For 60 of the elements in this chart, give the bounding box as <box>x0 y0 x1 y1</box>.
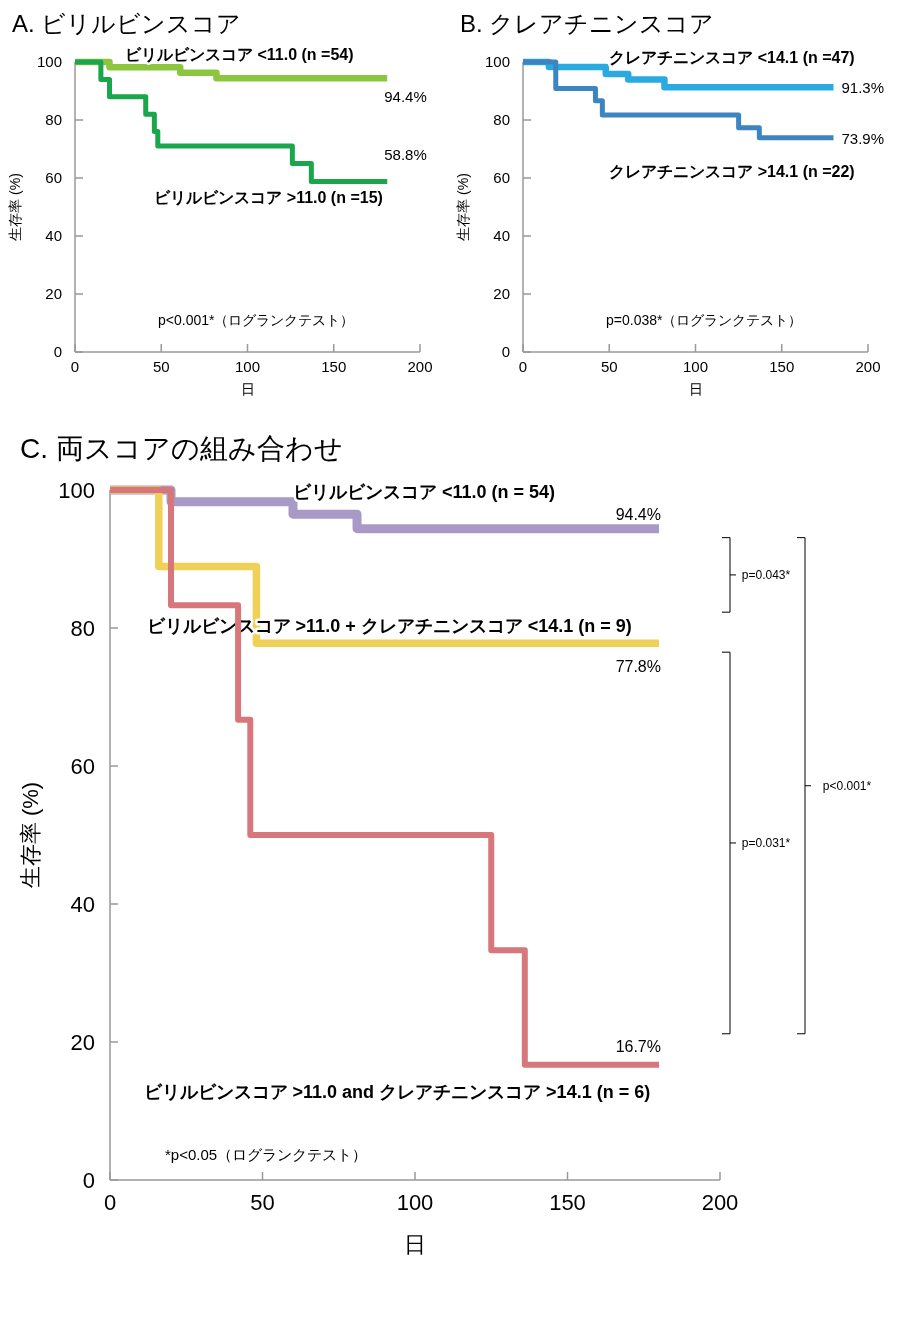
x-tick-label: 50 <box>600 358 618 375</box>
chart-title: B. クレアチニンスコア <box>460 10 715 37</box>
y-tick-label: 80 <box>45 111 62 129</box>
y-tick-label: 60 <box>70 753 95 779</box>
series-label: クレアチニンスコア <14.1 (n =47) <box>609 49 855 67</box>
x-tick-label: 200 <box>855 358 881 375</box>
y-axis-title: 生存率 (%) <box>455 173 471 241</box>
y-tick-label: 20 <box>493 285 510 303</box>
y-tick-label: 60 <box>493 169 510 187</box>
y-tick-label: 0 <box>501 343 510 361</box>
annotation: p=0.038*（ログランクテスト） <box>606 312 803 328</box>
x-tick-label: 150 <box>769 358 795 375</box>
text: クレアチニンスコア >14.1 (n =22) <box>609 162 855 180</box>
data-label: 77.8% <box>615 658 661 676</box>
series-label: ビリルビンスコア <11.0 (n = 54) <box>293 481 556 502</box>
data-label: 58.8% <box>384 146 427 164</box>
y-tick-label: 100 <box>484 53 510 71</box>
x-tick-label: 200 <box>407 358 433 375</box>
y-tick-label: 80 <box>70 615 95 641</box>
x-tick-label: 150 <box>321 358 347 375</box>
y-tick-label: 100 <box>58 477 95 503</box>
x-tick-label: 0 <box>103 1190 117 1215</box>
x-axis-title: 日 <box>240 381 255 397</box>
y-tick-label: 40 <box>70 891 95 917</box>
chart-title: A. ビリルビンスコア <box>12 10 242 37</box>
data-label: 73.9% <box>841 129 885 147</box>
data-label: 91.3% <box>841 79 885 97</box>
text: p=0.043* <box>741 567 791 582</box>
x-axis-title: 日 <box>404 1232 426 1257</box>
series-label: ビリルビンスコア >11.0 (n =15) <box>154 189 383 207</box>
y-tick-label: 80 <box>493 111 510 129</box>
y-tick-label: 40 <box>493 227 510 245</box>
x-tick-label: 200 <box>701 1190 739 1215</box>
y-tick-label: 100 <box>36 53 62 71</box>
data-label: 94.4% <box>384 88 427 106</box>
y-tick-label: 60 <box>45 169 62 187</box>
series-label: ビリルビンスコア <11.0 (n =54) <box>125 46 354 64</box>
data-label: 16.7% <box>615 1037 661 1055</box>
x-tick-label: 100 <box>682 358 709 375</box>
annotation: p<0.001*（ログランクテスト） <box>158 312 355 328</box>
x-tick-label: 100 <box>234 358 261 375</box>
y-axis-title: 生存率 (%) <box>18 781 43 889</box>
x-tick-label: 50 <box>152 358 170 375</box>
y-tick-label: 40 <box>45 227 62 245</box>
annotation: *p<0.05（ログランクテスト） <box>165 1146 368 1163</box>
text: p=0.031* <box>741 835 791 850</box>
y-axis-title: 生存率 (%) <box>7 173 23 241</box>
y-tick-label: 20 <box>70 1029 95 1055</box>
y-tick-label: 0 <box>53 343 62 361</box>
chart-title: C. 両スコアの組み合わせ <box>20 433 343 464</box>
series-label: ビリルビンスコア >11.0 and クレアチニンスコア >14.1 (n = 6) <box>143 1081 651 1102</box>
x-tick-label: 0 <box>518 358 528 375</box>
y-tick-label: 20 <box>45 285 62 303</box>
data-label: 94.4% <box>615 505 661 523</box>
x-tick-label: 150 <box>549 1190 586 1215</box>
text: p<0.001* <box>822 778 872 793</box>
x-axis-title: 日 <box>688 381 703 397</box>
x-tick-label: 50 <box>250 1190 275 1215</box>
x-tick-label: 100 <box>396 1190 434 1215</box>
y-tick-label: 0 <box>82 1167 95 1193</box>
